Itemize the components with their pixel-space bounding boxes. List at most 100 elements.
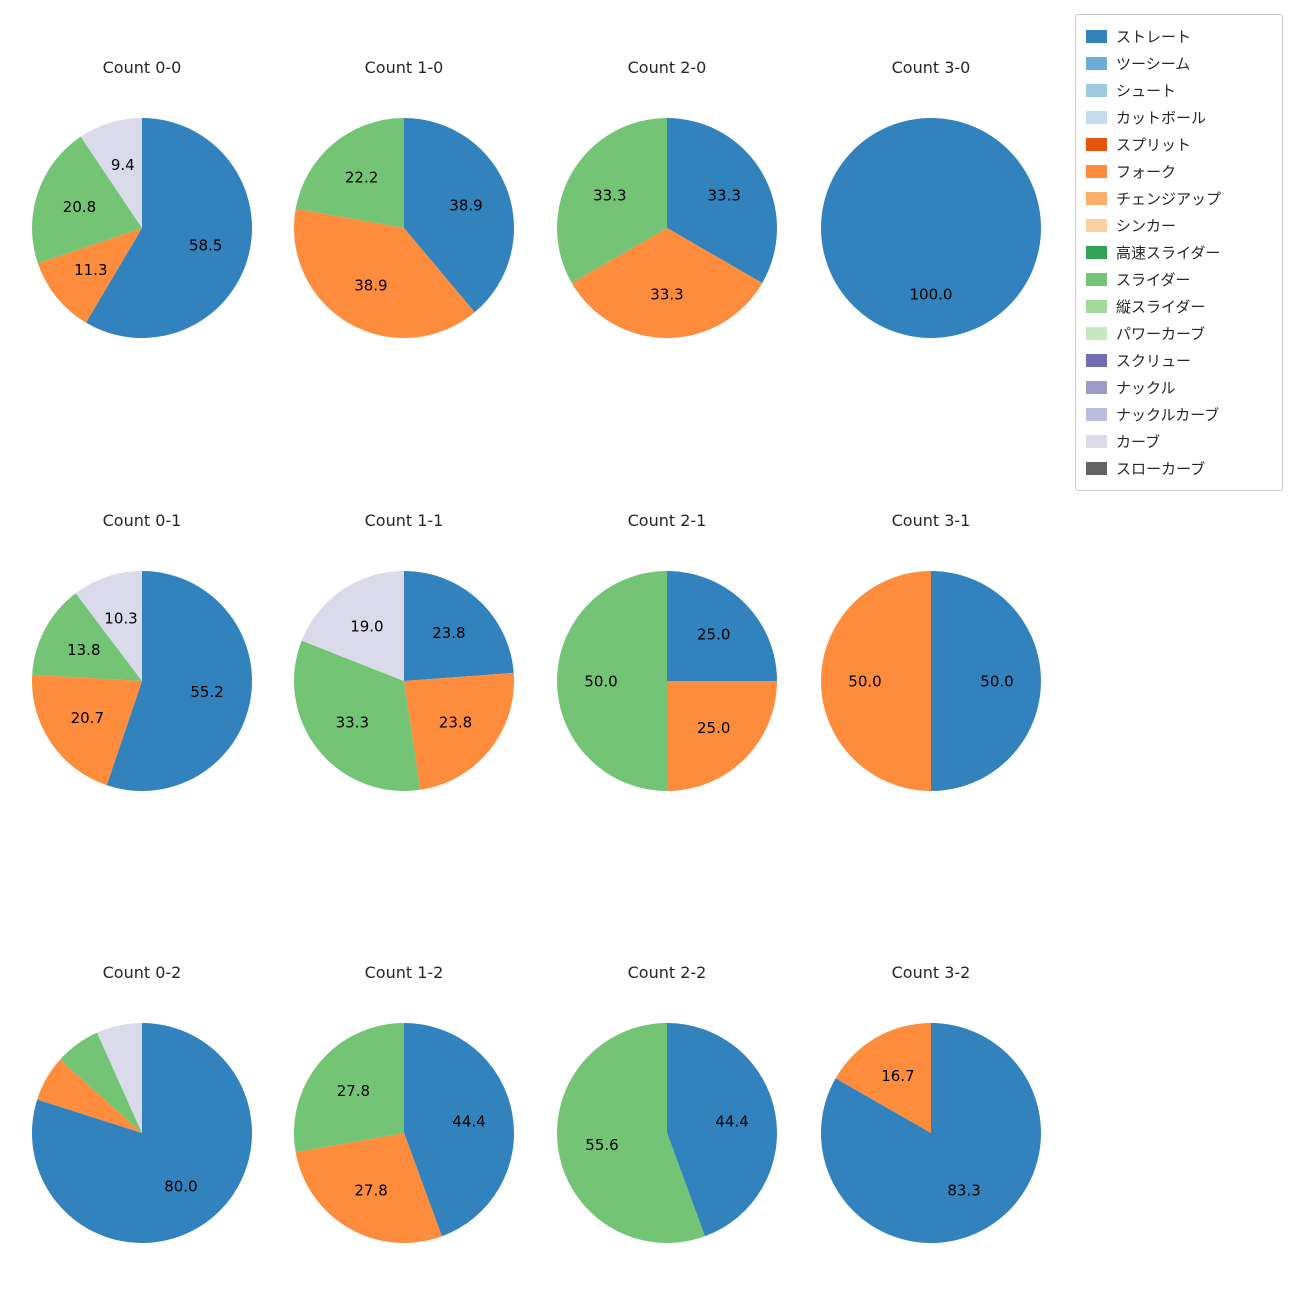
legend-item: ナックル [1086,374,1272,401]
legend-label: 高速スライダー [1116,244,1221,262]
slice-percentage-label: 25.0 [697,719,730,737]
legend-label: チェンジアップ [1116,190,1222,208]
pie-chart-count-3-0: Count 3-0 100.0 [800,50,1062,360]
slice-percentage-label: 38.9 [354,276,387,294]
legend-swatch [1086,327,1107,340]
pie-chart-count-0-0: Count 0-0 58.5 11.3 20.8 9.4 [11,50,273,360]
legend-label: 縦スライダー [1116,298,1206,316]
slice-percentage-label: 23.8 [439,713,472,731]
pie: 58.5 11.3 20.8 9.4 [31,118,253,338]
legend-item: スローカーブ [1086,455,1272,482]
pie-slice [295,1133,442,1243]
slice-percentage-label: 27.8 [337,1082,370,1100]
legend: ストレート ツーシーム シュート カットボール スプリット フォーク チェンジアップ シンカー… [1075,14,1283,491]
pie: 80.0 [31,1023,252,1243]
legend-label: スライダー [1116,271,1191,289]
pie-slice [404,1023,514,1237]
pie-slice [667,571,777,681]
pie-slice [571,228,763,338]
pie-slice [931,571,1041,791]
legend-label: ツーシーム [1116,55,1191,73]
pie: 55.2 20.7 13.810.3 [32,571,253,791]
pie-slice [32,674,142,786]
pie: 44.4 55.6 [556,1023,777,1243]
pie-slice [75,571,142,681]
chart-title: Count 3-0 [891,58,971,77]
legend-label: ストレート [1116,28,1192,46]
pie-slice [404,571,514,681]
chart-title: Count 2-1 [627,511,707,530]
pie-slice [97,1023,142,1133]
pie-slice [557,118,667,283]
slice-percentage-label: 100.0 [910,285,953,303]
slice-percentage-label: 44.4 [715,1113,748,1131]
legend-label: シンカー [1116,217,1177,235]
legend-item: パワーカーブ [1086,320,1272,347]
pie-chart-count-3-2: Count 3-2 83.3 16.7 [800,955,1062,1265]
legend-item: シンカー [1086,212,1272,239]
slice-percentage-label: 33.3 [593,186,626,204]
pie-slice [294,1023,404,1153]
slice-percentage-label: 13.8 [67,641,100,659]
slice-percentage-label: 58.5 [189,237,222,255]
chart-title: Count 1-1 [364,511,444,530]
pie-slice [37,1059,142,1133]
legend-swatch [1086,246,1107,259]
pie-slice [80,118,142,228]
slice-percentage-label: 16.7 [881,1067,914,1085]
pie-slice [31,136,143,264]
legend-swatch [1086,138,1107,151]
legend-swatch [1086,30,1107,43]
slice-percentage-label: 10.3 [104,610,137,628]
pie: 25.0 25.0 50.0 [557,571,777,791]
chart-title: Count 0-1 [102,511,182,530]
pie-slice [556,1023,705,1243]
legend-label: ナックル [1116,379,1176,397]
pie-slice [667,681,777,791]
pie-slice [301,571,404,681]
legend-swatch [1086,381,1107,394]
legend-item: 高速スライダー [1086,239,1272,266]
slice-percentage-label: 25.0 [697,626,730,644]
legend-label: ナックルカーブ [1116,406,1220,424]
legend-label: シュート [1116,82,1177,100]
chart-title: Count 2-2 [627,963,707,982]
pie-slice [86,118,253,338]
slice-percentage-label: 19.0 [350,618,383,636]
pie-slice [295,118,404,228]
slice-percentage-label: 20.8 [63,198,96,216]
legend-swatch [1086,57,1107,70]
pie-chart-count-2-2: Count 2-2 44.4 55.6 [536,955,798,1265]
legend-item: チェンジアップ [1086,185,1272,212]
slice-percentage-label: 50.0 [584,672,617,690]
pie-chart-count-0-1: Count 0-1 55.2 20.7 13.8 10.3 [11,503,273,813]
slice-percentage-label: 33.3 [707,186,740,204]
legend-item: ストレート [1086,23,1272,50]
pie: 33.3 33.3 33.3 [557,118,777,338]
slice-percentage-label: 23.8 [432,624,465,642]
pie-slice [31,1023,252,1243]
pie-slice [821,118,1041,338]
chart-title: Count 1-2 [364,963,444,982]
slice-percentage-label: 80.0 [164,1178,197,1196]
pie-slice [294,640,421,791]
legend-swatch [1086,435,1107,448]
legend-swatch [1086,111,1107,124]
pie-slice [667,1023,777,1237]
pie-chart-count-1-1: Count 1-1 23.8 23.8 33.3 19.0 [273,503,535,813]
legend-label: スローカーブ [1116,460,1206,478]
legend-swatch [1086,84,1107,97]
pie-chart-count-2-0: Count 2-0 33.3 33.3 33.3 [536,50,798,360]
slice-percentage-label: 11.3 [74,261,107,279]
slice-percentage-label: 20.7 [71,709,104,727]
legend-label: フォーク [1116,163,1177,181]
pie-slice [106,571,253,791]
pie-slice [821,571,931,791]
legend-label: カーブ [1116,433,1161,451]
legend-swatch [1086,165,1107,178]
legend-swatch [1086,354,1107,367]
legend-item: フォーク [1086,158,1272,185]
legend-swatch [1086,300,1107,313]
legend-item: カーブ [1086,428,1272,455]
slice-percentage-label: 33.3 [336,713,369,731]
